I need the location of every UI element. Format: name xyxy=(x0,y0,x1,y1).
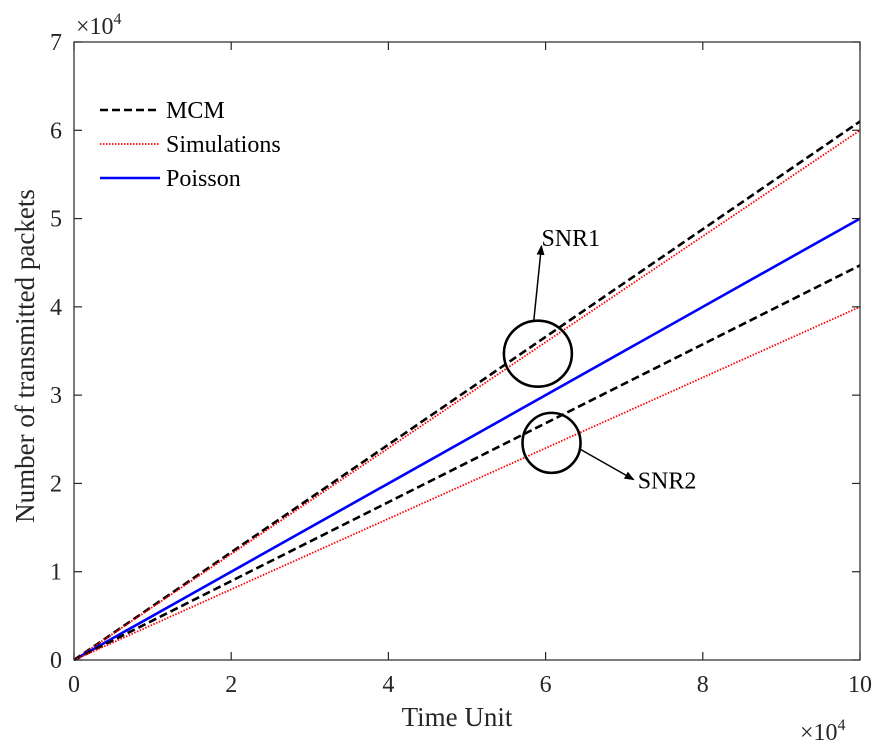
snr1-label: SNR1 xyxy=(541,226,600,252)
y-tick-label: 7 xyxy=(50,30,62,56)
snr1-circle xyxy=(502,319,574,388)
legend: MCM Simulations Poisson xyxy=(90,88,310,200)
x-axis-exponent: ×104 xyxy=(800,717,846,746)
x-tick-label: 10 xyxy=(848,672,872,698)
y-tick-label: 1 xyxy=(50,560,62,586)
x-exponent-base: ×10 xyxy=(800,720,838,746)
y-axis-label: Number of transmitted packets xyxy=(10,189,40,523)
y-tick-label: 2 xyxy=(50,471,62,497)
series-line-4 xyxy=(73,306,861,661)
legend-box xyxy=(90,88,310,200)
legend-label: Simulations xyxy=(166,132,281,158)
x-tick-label: 6 xyxy=(540,672,552,698)
y-tick-label: 0 xyxy=(50,648,62,674)
annotations: SNR1 SNR2 xyxy=(502,226,697,495)
x-axis-label: Time Unit xyxy=(402,702,513,732)
legend-label: Poisson xyxy=(166,166,241,192)
y-axis-exponent: ×104 xyxy=(76,11,122,40)
y-tick-label: 5 xyxy=(50,207,62,233)
series-line-1 xyxy=(73,129,861,661)
series-lines xyxy=(73,120,861,662)
legend-label: MCM xyxy=(166,98,225,124)
snr2-circle xyxy=(521,411,582,475)
y-tick-label: 6 xyxy=(50,118,62,144)
x-tick-label: 2 xyxy=(225,672,237,698)
x-exponent-power: 4 xyxy=(838,717,846,734)
x-tick-label: 8 xyxy=(697,672,709,698)
series-line-2 xyxy=(73,217,861,662)
axis-ticks: 0 2 4 6 8 10 0 1 2 3 4 5 6 7 xyxy=(50,30,872,698)
snr1-arrow xyxy=(533,244,545,320)
y-exponent-power: 4 xyxy=(114,11,122,28)
snr2-arrow xyxy=(579,448,635,481)
plot-area-border xyxy=(73,41,861,661)
x-tick-label: 0 xyxy=(68,672,80,698)
y-exponent-base: ×10 xyxy=(76,14,114,40)
snr2-label: SNR2 xyxy=(638,469,697,495)
y-tick-label: 4 xyxy=(50,295,62,321)
series-line-3 xyxy=(73,264,861,662)
series-line-0 xyxy=(73,120,861,662)
x-tick-label: 4 xyxy=(382,672,394,698)
y-tick-label: 3 xyxy=(50,383,62,409)
